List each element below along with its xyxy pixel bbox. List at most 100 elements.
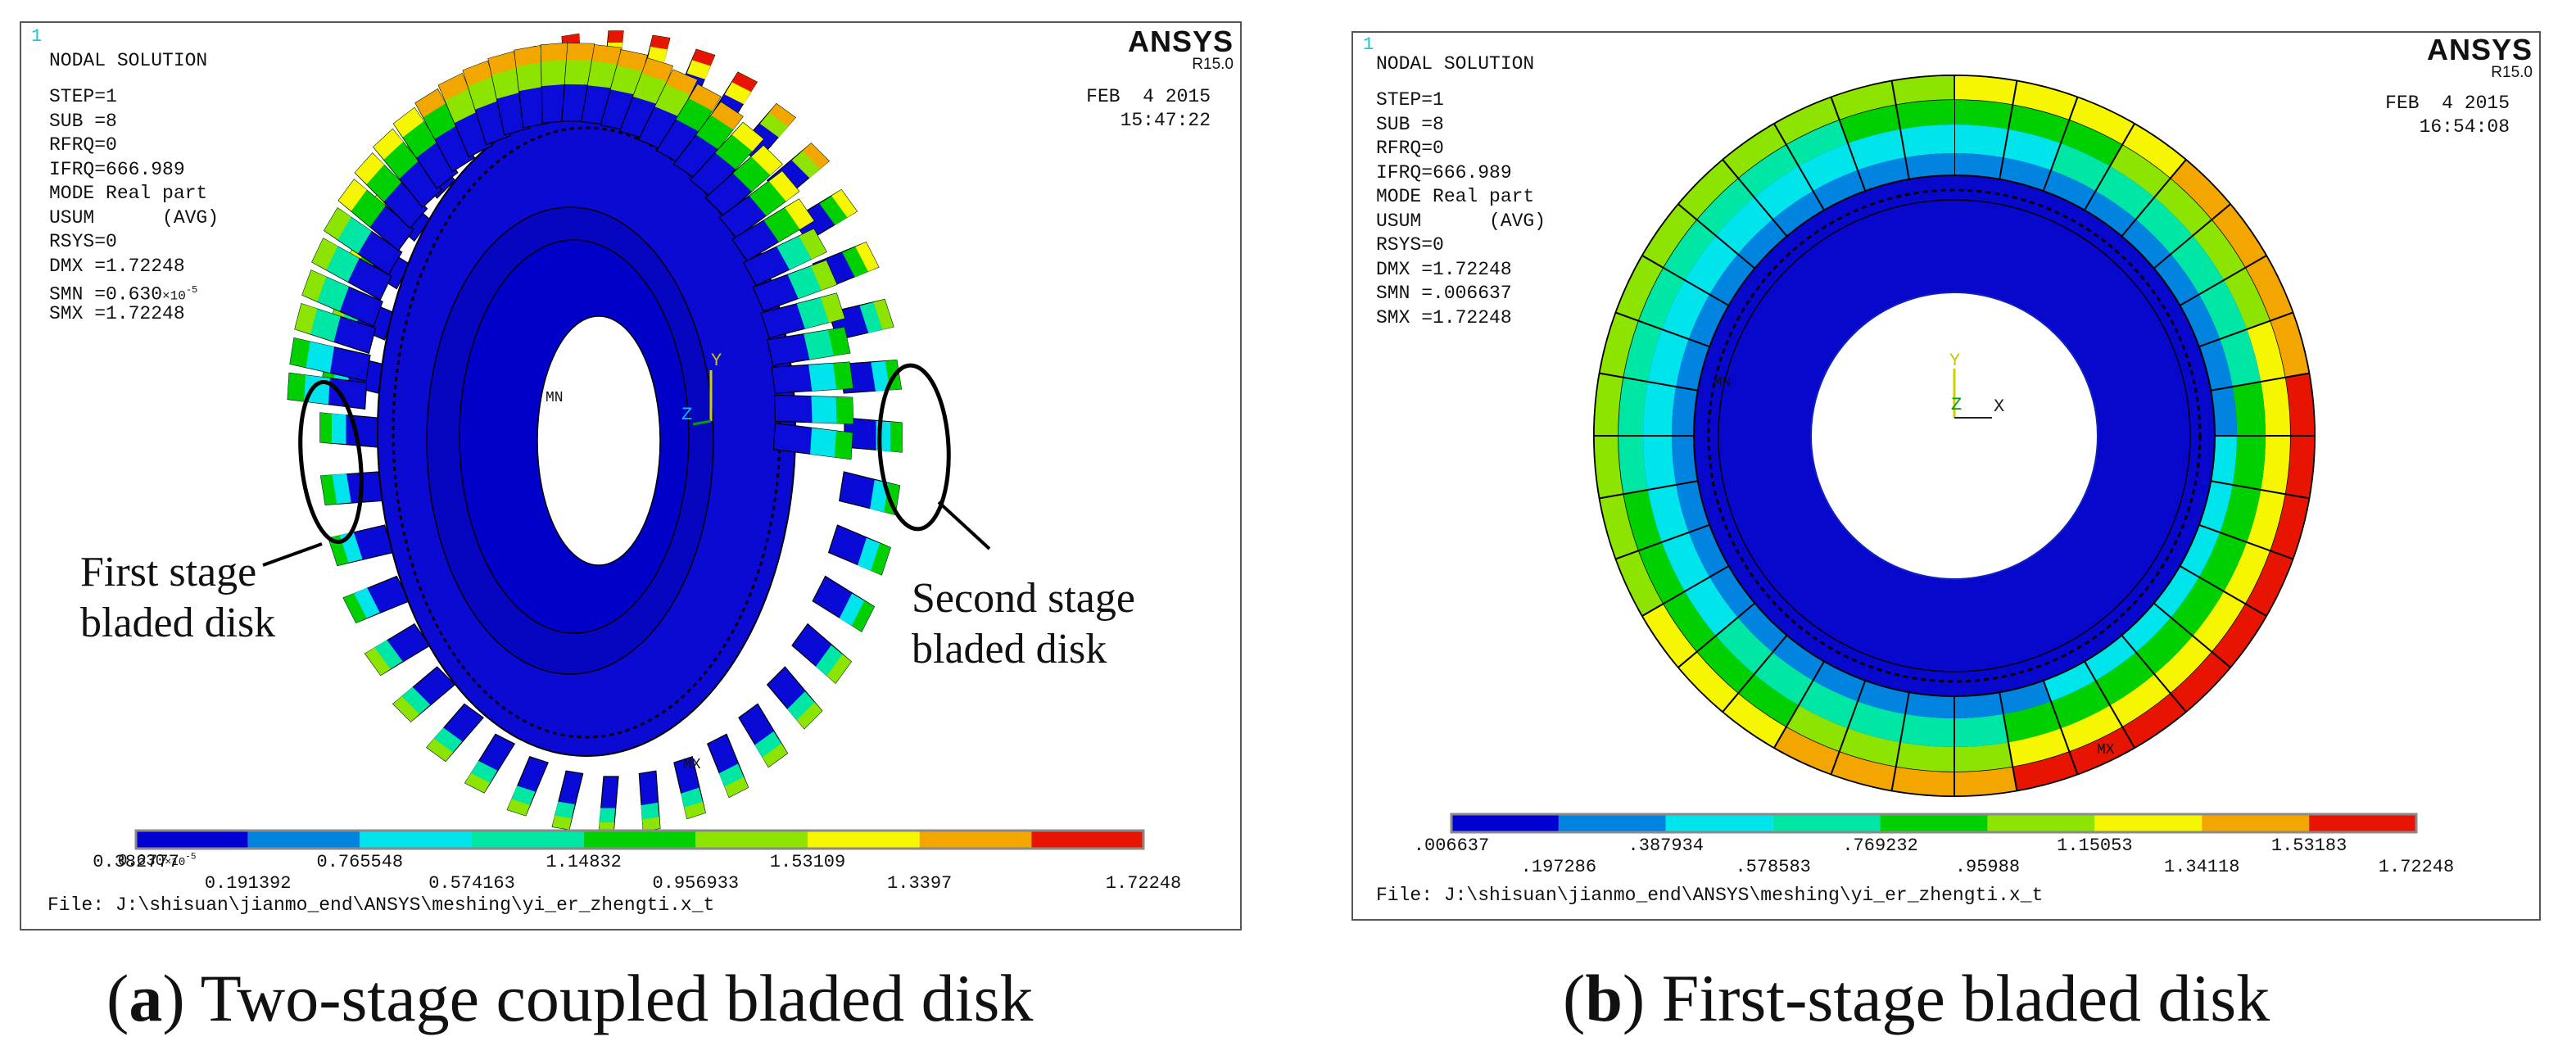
legend-tick-label: .387934 <box>1628 835 1704 856</box>
blade-tip-contour <box>294 303 318 334</box>
blade-tip-contour <box>827 327 850 356</box>
contour-plot-b: Y Z X MN MX <box>1450 75 2418 834</box>
blade-group <box>706 733 749 799</box>
blade-tip-contour <box>835 396 853 424</box>
bore-hole <box>536 315 661 566</box>
blade-tip-contour <box>691 49 715 66</box>
legend-frame <box>134 829 1145 850</box>
blade-contour-segment <box>1772 191 1824 237</box>
blade-contour-segment <box>2121 219 2171 269</box>
first-stage-blade <box>437 72 493 158</box>
blade-edge <box>2121 159 2187 238</box>
first-stage-blade <box>311 238 392 301</box>
param-line: RFRQ=0 <box>1376 138 1444 159</box>
blade-edge <box>2042 680 2079 775</box>
blade-edge <box>1599 480 1699 500</box>
dovetail-slots <box>1707 188 2202 683</box>
first-stage-blade <box>301 269 383 328</box>
blade-contour-segment <box>1999 157 2051 192</box>
mn-marker: MN <box>1714 375 1732 392</box>
second-stage-annotation: Second stage bladed disk <box>912 575 1135 672</box>
blade-contour-segment <box>2261 436 2290 495</box>
date: FEB 4 2015 <box>1086 86 1211 107</box>
first-stage-rotor-model <box>1593 75 2316 797</box>
blade-edge <box>2084 123 2135 211</box>
blade-contour-segment <box>2050 143 2110 192</box>
blade-contour-segment <box>1839 105 1901 143</box>
blade-contour-segment <box>2003 129 2061 170</box>
blade-group <box>506 756 549 817</box>
legend-color-band <box>1031 831 1143 849</box>
blade-group <box>551 770 584 831</box>
blade-tip-contour <box>355 152 384 184</box>
blade-contour-segment <box>1813 170 1866 211</box>
blade-group <box>319 412 378 448</box>
legend-color-band <box>247 831 360 849</box>
blade-tip-contour <box>724 777 749 798</box>
legend-tick-label: 1.3397 <box>887 873 953 894</box>
blade-tip-contour <box>666 70 698 95</box>
blade-tip-contour <box>731 72 758 93</box>
param-line: SUB =8 <box>49 110 117 132</box>
legend-tick-label: 1.15053 <box>2057 835 2133 856</box>
blade-tip-contour <box>711 102 743 130</box>
first-stage-blade <box>637 69 699 151</box>
blade-contour-segment <box>1684 577 1738 636</box>
blade-tip-contour <box>834 431 853 460</box>
blade-contour-segment <box>2220 484 2261 542</box>
triad-y-label: Y <box>1949 351 1960 371</box>
blade-edge <box>1830 680 1867 775</box>
blade-contour-segment <box>1905 153 1954 179</box>
param-line: MODE Real part <box>1376 186 1535 207</box>
blade-contour-segment <box>1799 143 1858 192</box>
blade-edge <box>1615 523 1710 560</box>
blade-edge <box>1615 311 1710 348</box>
ansys-logo: ANSYS <box>1127 25 1234 58</box>
blade-contour-segment <box>1709 254 1755 306</box>
blade-contour-segment <box>1661 280 1710 340</box>
param-line: DMX =1.72248 <box>49 255 185 277</box>
blade-tip-contour <box>802 143 830 169</box>
blade-contour-segment <box>2198 280 2248 340</box>
blade-contour-segment <box>1709 566 1755 618</box>
bore-hole <box>1810 292 2098 580</box>
legend-tick-label: .006637 <box>1413 835 1490 856</box>
blade-contour-segment <box>2043 661 2096 702</box>
file-path: File: J:\shisuan\jianmo_end\ANSYS\meshin… <box>48 894 715 916</box>
blade-contour-segment <box>2211 436 2237 485</box>
first-stage-blade <box>742 228 827 287</box>
solution-params: STEP=1 SUB =8 RFRQ=0 IFRQ=666.989 MODE Real … <box>49 85 219 278</box>
blade-tip-contour <box>871 543 891 575</box>
blade-contour-segment <box>1661 532 1710 591</box>
blade-edge <box>2198 523 2293 560</box>
contour-plot-a: Y Z MN MX <box>134 30 1145 850</box>
mx-marker: MX <box>683 757 701 773</box>
blade-tip-contour <box>364 647 391 676</box>
blade-tip-contour <box>438 73 469 101</box>
legend-frame <box>1450 813 2418 834</box>
blade-edge <box>2121 634 2187 713</box>
legend-color-band <box>472 831 584 849</box>
blade-root <box>766 666 823 730</box>
smx-value: SMX =1.72248 <box>49 303 185 324</box>
blade-contour-segment <box>1999 680 2051 714</box>
blade-tip-contour <box>826 654 852 684</box>
blade-contour-segment <box>2121 603 2171 653</box>
legend-color-band <box>1558 814 1666 832</box>
blade-contour-segment <box>1663 220 1716 280</box>
legend-color-band <box>1451 814 1559 832</box>
blade-contour-segment <box>2193 591 2246 652</box>
blade-edge <box>2198 311 2293 348</box>
blade-tip-contour <box>287 373 306 401</box>
blade-contour-segment <box>1715 617 1773 675</box>
first-stage-blade <box>618 57 673 140</box>
blade-group <box>827 524 891 576</box>
legend-tick-label: 1.34118 <box>2164 857 2240 877</box>
timestamp: FEB 4 2015 16:54:08 <box>2385 92 2510 139</box>
blade-contour-segment <box>1663 591 1716 652</box>
blade-contour-segment <box>1647 329 1689 387</box>
param-line: DMX =1.72248 <box>1376 258 1512 280</box>
blade-contour-segment <box>2154 178 2212 236</box>
legend-tick-label: .578583 <box>1735 857 1811 877</box>
blade-group <box>839 471 901 515</box>
